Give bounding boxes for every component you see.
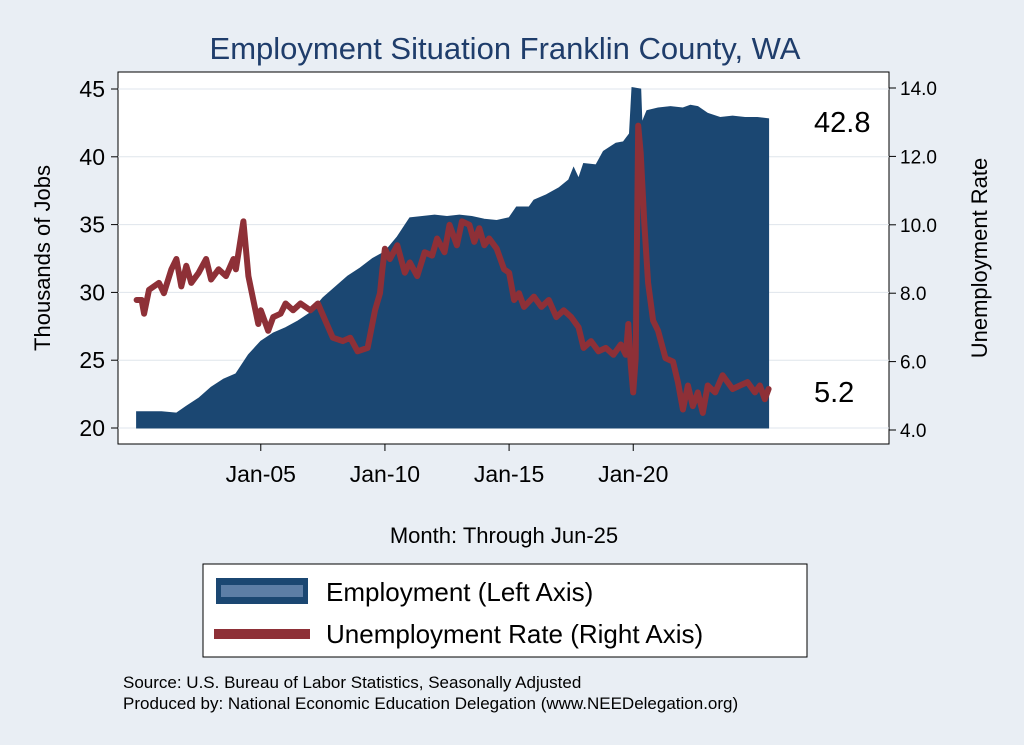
unemployment-line bbox=[133, 122, 772, 416]
left-tick-label: 45 bbox=[79, 76, 105, 102]
produced-by-line: Produced by: National Economic Education… bbox=[123, 694, 738, 713]
right-tick-label: 10.0 bbox=[900, 216, 937, 237]
right-tick-label: 6.0 bbox=[900, 353, 926, 374]
x-tick-label: Jan-20 bbox=[598, 461, 668, 487]
legend: Employment (Left Axis) Unemployment Rate… bbox=[202, 563, 808, 658]
source-line: Source: U.S. Bureau of Labor Statistics,… bbox=[123, 673, 581, 692]
plot-area: 20 25 30 35 40 45 4.0 6.0 8.0 10.0 12.0 14.0 Jan-0… bbox=[79, 71, 937, 487]
legend-label-employment: Employment (Left Axis) bbox=[326, 577, 593, 607]
legend-swatch-employment-inner bbox=[221, 585, 303, 597]
unemployment-line-layer bbox=[133, 122, 772, 416]
x-axis-title: Month: Through Jun-25 bbox=[390, 523, 618, 548]
left-tick-label: 25 bbox=[79, 347, 105, 373]
employment-area-layer bbox=[136, 87, 770, 429]
left-axis: 20 25 30 35 40 45 bbox=[79, 76, 118, 441]
right-tick-label: 4.0 bbox=[900, 421, 926, 442]
left-tick-label: 40 bbox=[79, 144, 105, 170]
left-tick-label: 20 bbox=[79, 415, 105, 441]
employment-end-label: 42.8 bbox=[814, 107, 870, 139]
right-tick-label: 14.0 bbox=[900, 79, 937, 100]
legend-label-unemployment: Unemployment Rate (Right Axis) bbox=[326, 619, 703, 649]
x-tick-label: Jan-05 bbox=[226, 461, 296, 487]
right-tick-label: 8.0 bbox=[900, 284, 926, 305]
right-tick-label: 12.0 bbox=[900, 147, 937, 168]
unemployment-end-label: 5.2 bbox=[814, 377, 854, 409]
right-axis: 4.0 6.0 8.0 10.0 12.0 14.0 bbox=[889, 79, 937, 442]
left-tick-label: 35 bbox=[79, 212, 105, 238]
employment-area bbox=[136, 87, 770, 429]
bottom-axis: Jan-05 Jan-10 Jan-15 Jan-20 bbox=[226, 444, 668, 487]
x-tick-label: Jan-15 bbox=[474, 461, 544, 487]
x-tick-label: Jan-10 bbox=[350, 461, 420, 487]
chart-title: Employment Situation Franklin County, WA bbox=[210, 31, 801, 66]
left-tick-label: 30 bbox=[79, 279, 105, 305]
left-axis-title: Thousands of Jobs bbox=[30, 165, 55, 351]
right-axis-title: Unemployment Rate bbox=[967, 158, 992, 359]
